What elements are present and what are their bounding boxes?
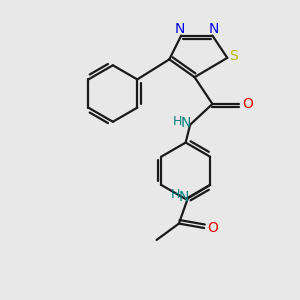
Text: O: O — [207, 221, 218, 235]
Text: N: N — [175, 22, 185, 36]
Text: H: H — [171, 188, 180, 201]
Text: O: O — [242, 97, 253, 111]
Text: N: N — [181, 116, 191, 130]
Text: N: N — [178, 190, 189, 204]
Text: S: S — [230, 50, 238, 63]
Text: H: H — [173, 115, 182, 128]
Text: N: N — [209, 22, 219, 36]
